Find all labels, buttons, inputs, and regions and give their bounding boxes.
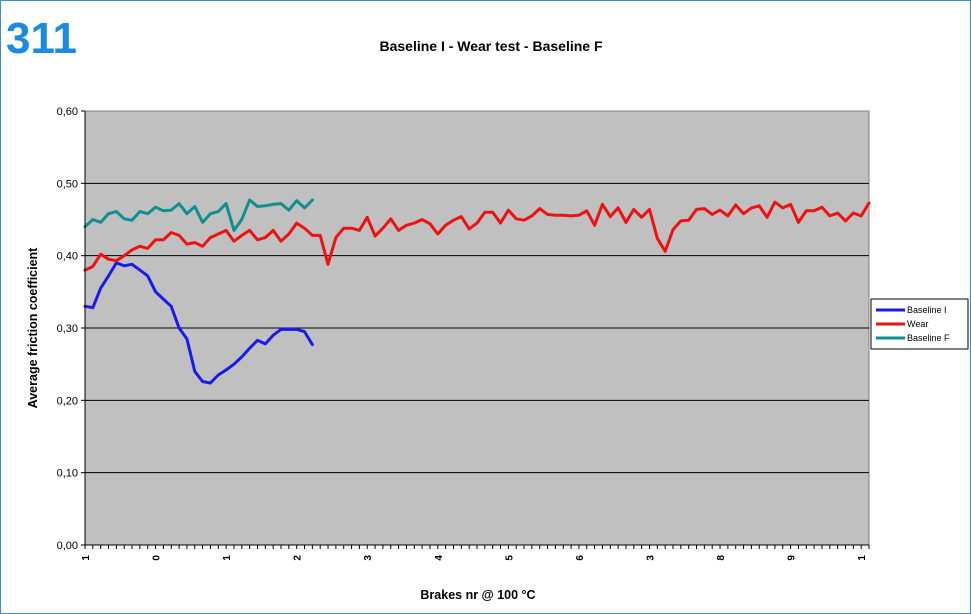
y-axis: 0,00 0,10 0,20 0,30 0,40 0,50 0,60 [57,106,85,552]
x-tick-label: 3 [363,555,374,561]
legend-label: Baseline I [907,305,947,315]
y-tick-label: 0,40 [57,251,78,263]
x-tick-label: 8 [716,555,727,561]
x-tick-label: 5 [504,555,515,561]
x-tick-label: 1 [81,555,92,561]
x-tick-label: 6 [575,555,586,561]
x-tick-label: 1 [857,555,868,561]
legend-label: Wear [907,319,928,329]
y-tick-label: 0,10 [57,468,78,480]
y-axis-title: Average friction coefficient [26,247,40,409]
x-tick-label: 9 [787,555,798,561]
legend: Baseline I Wear Baseline F [871,299,968,349]
y-tick-label: 0,50 [57,178,78,190]
y-tick-label: 0,00 [57,540,78,552]
x-axis: 1 0 1 2 3 4 5 6 3 8 9 1 [81,545,869,561]
x-tick-label: 4 [434,555,445,561]
x-tick-label: 2 [293,555,304,561]
x-tick-label: 3 [645,555,656,561]
chart-title: Baseline I - Wear test - Baseline F [379,38,602,54]
chart-number-badge: 311 [6,14,77,63]
y-tick-label: 0,60 [57,106,78,118]
legend-label: Baseline F [907,333,950,343]
plot-area [85,111,869,545]
x-tick-label: 0 [152,555,163,561]
y-tick-label: 0,20 [57,395,78,407]
y-tick-label: 0,30 [57,323,78,335]
x-axis-title: Brakes nr @ 100 °C [420,588,535,602]
x-tick-label: 1 [222,555,233,561]
